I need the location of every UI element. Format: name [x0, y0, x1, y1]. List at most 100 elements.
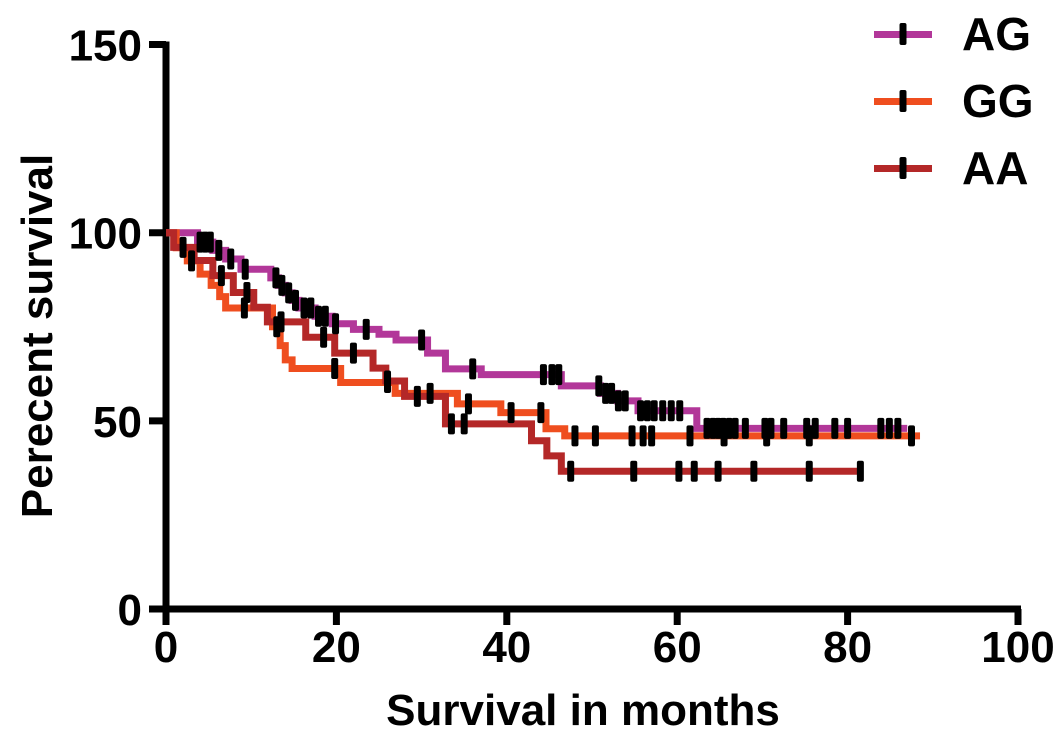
censor-tick-icon: [608, 382, 616, 404]
censor-tick-icon: [469, 358, 477, 380]
censor-tick-icon: [659, 400, 667, 422]
censor-tick-icon: [686, 425, 694, 447]
censor-tick-icon: [899, 90, 907, 112]
censor-tick-icon: [899, 157, 907, 179]
censor-tick-icon: [714, 460, 722, 482]
censor-tick-icon: [243, 282, 251, 304]
censor-tick-icon: [591, 425, 599, 447]
censor-tick-icon: [628, 425, 636, 447]
y-axis-title: Perecent survival: [13, 153, 62, 519]
censor-tick-icon: [877, 417, 885, 439]
legend-line-swatch-gg: [874, 90, 932, 112]
censor-tick-icon: [595, 375, 603, 397]
legend-line-swatch-ag: [874, 23, 932, 45]
censor-tick-icon: [741, 417, 749, 439]
censor-tick-icon: [447, 413, 455, 435]
legend-label-gg: GG: [962, 75, 1034, 127]
censor-tick-icon: [805, 460, 813, 482]
censor-tick-icon: [805, 425, 813, 447]
censor-tick-icon: [844, 417, 852, 439]
censor-tick-icon: [885, 417, 893, 439]
legend-label-ag: AG: [962, 8, 1031, 60]
censor-tick-icon: [539, 364, 547, 386]
censor-tick-icon: [188, 250, 196, 272]
censor-tick-icon: [217, 265, 225, 287]
censor-tick-icon: [690, 460, 698, 482]
censor-tick-icon: [639, 425, 647, 447]
axes: 0 50 100 150 0 20 40 60 80 100: [69, 22, 1055, 672]
censor-tick-icon: [555, 364, 563, 386]
x-tick-label: 80: [823, 623, 872, 672]
x-tick-label: 0: [154, 623, 178, 672]
censor-tick-icon: [460, 413, 468, 435]
censor-tick-icon: [215, 239, 223, 261]
censor-tick-icon: [285, 282, 293, 304]
censor-tick-icon: [548, 364, 556, 386]
censor-tick-icon: [763, 425, 771, 447]
legend: AG GG AA: [874, 10, 1034, 192]
x-axis-title: Survival in months: [386, 686, 780, 735]
censor-tick-icon: [899, 23, 907, 45]
censor-tick-icon: [908, 425, 915, 447]
censor-tick-icon: [315, 305, 323, 327]
censor-tick-icon: [349, 342, 357, 364]
censor-tick-icon: [614, 390, 622, 412]
censor-tick-icon: [292, 289, 300, 311]
censor-tick-icon: [831, 417, 839, 439]
censor-tick-icon: [780, 417, 788, 439]
censor-tick-icon: [667, 400, 675, 422]
censor-tick-icon: [537, 402, 545, 424]
censor-tick-icon: [621, 390, 629, 412]
censor-tick-icon: [362, 318, 370, 340]
survival-curve-aa: [166, 229, 861, 475]
censor-tick-icon: [464, 393, 472, 415]
legend-line-swatch-aa: [874, 157, 932, 179]
survival-curve-gg: [166, 229, 921, 440]
censor-tick-icon: [650, 400, 658, 422]
censor-tick-icon: [278, 274, 286, 296]
censor-tick-icon: [331, 358, 339, 380]
x-tick-label: 40: [482, 623, 531, 672]
censor-tick-icon: [227, 248, 235, 270]
x-tick-label: 60: [653, 623, 702, 672]
censor-tick-icon: [507, 402, 515, 424]
x-tick-label: 20: [312, 623, 361, 672]
censor-tick-icon: [571, 425, 579, 447]
censor-tick-icon: [643, 400, 651, 422]
censor-tick-icon: [731, 417, 739, 439]
censor-tick-icon: [750, 460, 758, 482]
censor-tick-icon: [384, 370, 392, 392]
y-tick-label: 100: [69, 210, 142, 259]
censor-tick-icon: [637, 400, 645, 422]
censor-tick-icon: [894, 417, 902, 439]
y-tick-label: 150: [69, 22, 142, 71]
y-tick-label: 0: [118, 586, 142, 635]
censor-tick-icon: [332, 313, 340, 335]
censor-tick-icon: [272, 267, 280, 289]
legend-item-ag: AG: [874, 10, 1034, 58]
censor-tick-icon: [602, 382, 610, 404]
censor-tick-icon: [720, 425, 728, 447]
legend-label-aa: AA: [962, 142, 1029, 194]
censor-tick-icon: [856, 460, 864, 482]
censor-tick-icon: [206, 231, 214, 253]
censor-tick-icon: [426, 382, 434, 404]
censor-tick-icon: [300, 297, 308, 319]
censor-tick-icon: [277, 311, 285, 333]
censor-tick-icon: [307, 297, 315, 319]
x-tick-label: 100: [981, 623, 1054, 672]
legend-item-gg: GG: [874, 77, 1034, 125]
censor-tick-icon: [630, 460, 638, 482]
censor-tick-icon: [179, 236, 187, 258]
censor-tick-icon: [567, 460, 575, 482]
censor-tick-icon: [676, 400, 684, 422]
legend-item-aa: AA: [874, 144, 1034, 192]
censor-tick-icon: [811, 417, 819, 439]
censor-tick-icon: [321, 305, 329, 327]
censor-tick-icon: [320, 326, 328, 348]
censor-tick-icon: [413, 385, 421, 407]
censor-marks: [179, 231, 915, 482]
censor-tick-icon: [418, 329, 426, 351]
